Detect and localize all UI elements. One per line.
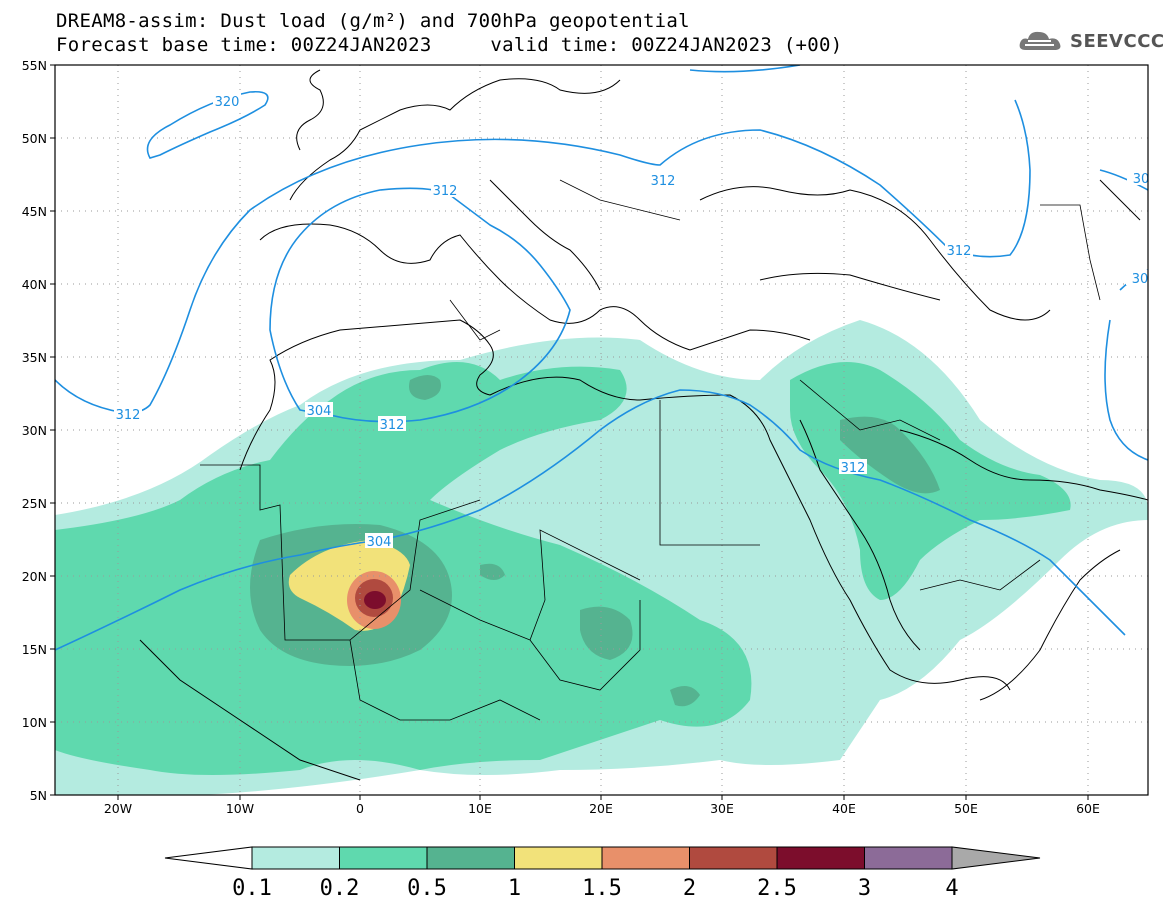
lat-label: 35N: [22, 350, 47, 365]
colorbar-swatch: [426, 846, 515, 870]
lon-label: 50E: [954, 801, 978, 816]
map-title: DREAM8-assim: Dust load (g/m²) and 700hP…: [56, 10, 690, 32]
colorbar-swatch: [514, 846, 603, 870]
colorbar-swatch: [689, 846, 778, 870]
cloud-icon: [1019, 31, 1061, 50]
colorbar-level-label: 3: [858, 876, 871, 901]
lat-label: 40N: [22, 277, 47, 292]
colorbar-lower-triangle: [164, 846, 253, 870]
lon-label: 0: [356, 801, 364, 816]
contour-label: 30: [1132, 272, 1149, 287]
lat-label: 10N: [22, 715, 47, 730]
lon-label: 30E: [710, 801, 734, 816]
contour-label: 312: [116, 408, 141, 423]
contour-label: 312: [841, 461, 866, 476]
contour-label: 320: [215, 95, 240, 110]
seevccc-logo: SEEVCCC: [1018, 28, 1165, 54]
colorbar-level-label: 4: [945, 876, 958, 901]
lat-label: 55N: [22, 58, 47, 73]
lat-label: 50N: [22, 131, 47, 146]
colorbar-level-label: 1.5: [582, 876, 622, 901]
country-borders: [200, 179, 1101, 721]
geopotential-contours: [55, 65, 1148, 651]
colorbar-level-label: 2.5: [757, 876, 797, 901]
colorbar-level-label: 0.2: [320, 876, 360, 901]
colorbar-level-label: 2: [683, 876, 696, 901]
lat-label: 5N: [30, 788, 47, 803]
lon-label: 10E: [468, 801, 492, 816]
logo-text: SEEVCCC: [1070, 30, 1165, 52]
lat-label: 15N: [22, 642, 47, 657]
axis-labels: 20W 10W 0 10E 20E 30E 40E 50E 60E 55N 50N 45N 40N 35N…: [22, 58, 1100, 816]
lat-label: 25N: [22, 496, 47, 511]
colorbar-swatch: [864, 846, 953, 870]
contour-label: 312: [947, 244, 972, 259]
contour-label: 312: [380, 418, 405, 433]
colorbar-upper-triangle: [951, 846, 1041, 870]
lat-label: 30N: [22, 423, 47, 438]
contour-label: 30: [1133, 172, 1150, 187]
color-legend: 0.1 0.2 0.5 1 1.5 2 2.5 3 4: [164, 846, 1041, 901]
lon-label: 40E: [832, 801, 856, 816]
colorbar-level-label: 0.1: [232, 876, 272, 901]
colorbar-level-label: 0.5: [407, 876, 447, 901]
colorbar-swatch: [601, 846, 690, 870]
dust-level-2-5: [364, 591, 386, 609]
lat-label: 45N: [22, 204, 47, 219]
forecast-time-line: Forecast base time: 00Z24JAN2023 valid t…: [56, 34, 843, 56]
contour-label: 304: [367, 535, 392, 550]
colorbar-swatch: [251, 846, 340, 870]
lon-label: 10W: [226, 801, 254, 816]
colorbar-level-label: 1: [508, 876, 521, 901]
colorbar-swatch: [339, 846, 428, 870]
colorbar-swatch: [776, 846, 865, 870]
contour-labels: 320 312 304 312 304 312 312 312 312 30 30: [114, 93, 1155, 550]
lon-label: 60E: [1076, 801, 1100, 816]
lat-label: 20N: [22, 569, 47, 584]
coastlines: [139, 69, 1148, 781]
graticule: [55, 65, 1148, 795]
contour-label: 304: [307, 404, 332, 419]
lon-label: 20W: [104, 801, 132, 816]
contour-label: 312: [651, 174, 676, 189]
contour-label: 312: [433, 184, 458, 199]
lon-label: 20E: [589, 801, 613, 816]
